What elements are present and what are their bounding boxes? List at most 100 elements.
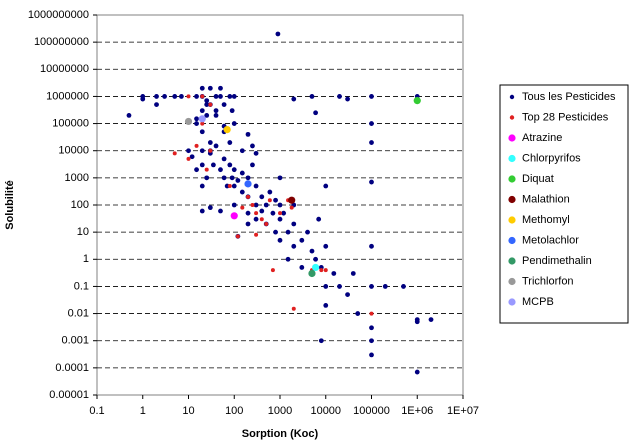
data-point <box>218 94 223 99</box>
legend-marker <box>508 134 516 142</box>
data-point <box>229 175 235 181</box>
data-point <box>204 102 210 107</box>
data-point <box>259 208 265 214</box>
data-point <box>250 203 255 207</box>
data-point <box>221 102 227 107</box>
data-point <box>126 113 132 118</box>
data-point <box>213 143 219 149</box>
data-point <box>213 94 219 99</box>
x-tick-label: 1 <box>140 405 146 417</box>
data-point <box>414 319 420 325</box>
data-point <box>239 148 245 154</box>
data-point <box>204 167 209 172</box>
legend-label: Trichlorfon <box>522 275 574 287</box>
data-point <box>288 196 296 204</box>
data-point <box>194 121 199 126</box>
data-point <box>250 162 255 168</box>
data-point <box>223 125 231 134</box>
data-point <box>285 229 291 235</box>
data-point <box>253 150 259 156</box>
data-point <box>318 338 324 344</box>
data-point <box>227 184 232 189</box>
data-point <box>369 325 374 331</box>
data-point <box>355 311 361 316</box>
data-point <box>316 216 322 222</box>
data-point <box>213 113 219 118</box>
legend-marker <box>508 298 516 306</box>
legend-marker <box>508 175 516 183</box>
data-point <box>240 205 245 210</box>
data-point <box>230 212 238 220</box>
legend-label: Metolachlor <box>522 234 579 246</box>
data-point <box>246 194 251 199</box>
data-point <box>369 352 374 358</box>
data-point <box>199 85 205 91</box>
x-tick-label: 1E+07 <box>447 405 479 417</box>
data-point <box>210 162 216 168</box>
data-point <box>218 85 223 91</box>
data-point <box>186 94 191 99</box>
data-point <box>285 256 291 262</box>
legend-marker <box>508 277 516 286</box>
data-point <box>277 202 283 208</box>
data-point <box>218 208 223 214</box>
data-point <box>401 284 406 289</box>
data-point <box>369 284 374 289</box>
data-point <box>218 167 223 173</box>
x-tick-label: 10000 <box>310 405 341 417</box>
legend-label: MCPB <box>522 296 554 308</box>
data-point <box>428 317 434 322</box>
data-point <box>369 243 374 249</box>
legend-marker <box>509 94 515 100</box>
data-point <box>323 284 329 289</box>
data-point <box>154 102 159 107</box>
data-point <box>313 110 319 116</box>
legend-marker <box>508 257 516 265</box>
data-point <box>413 97 421 105</box>
y-tick-label: 0.001 <box>61 335 89 347</box>
data-point <box>227 94 233 99</box>
legend-label: Top 28 Pesticides <box>522 111 609 123</box>
data-point <box>299 265 305 270</box>
data-point <box>207 85 213 91</box>
data-point <box>186 148 191 154</box>
data-point <box>369 311 374 316</box>
data-point <box>198 115 206 123</box>
y-tick-label: 100000000 <box>34 36 89 48</box>
data-point <box>184 117 193 126</box>
data-point <box>199 148 205 154</box>
data-point <box>250 143 255 149</box>
data-point <box>414 369 420 375</box>
y-tick-label: 1000000 <box>46 90 89 102</box>
data-point <box>382 284 388 289</box>
data-point <box>172 94 178 99</box>
data-point <box>208 102 213 107</box>
y-tick-label: 1000000000 <box>28 9 89 21</box>
data-point <box>194 143 199 148</box>
data-point <box>162 94 167 99</box>
data-point <box>337 94 342 99</box>
legend-label: Chlorpyrifos <box>522 152 581 164</box>
data-point <box>323 303 329 308</box>
data-point <box>369 338 374 344</box>
x-tick-label: 10 <box>182 405 194 417</box>
data-point <box>369 94 374 99</box>
data-point <box>270 268 275 273</box>
legend-label: Tous les Pesticides <box>522 91 616 103</box>
data-point <box>207 205 213 211</box>
x-tick-label: 100 <box>225 405 243 417</box>
data-point <box>369 140 374 145</box>
data-point <box>245 175 251 181</box>
data-point <box>245 221 251 227</box>
data-point <box>259 194 265 200</box>
data-point <box>337 284 342 289</box>
data-point <box>309 248 315 254</box>
data-point <box>291 221 297 227</box>
data-point <box>204 113 210 118</box>
data-point <box>254 232 259 237</box>
data-point <box>281 210 287 216</box>
y-tick-label: 1000 <box>65 172 89 184</box>
data-point <box>245 131 251 137</box>
